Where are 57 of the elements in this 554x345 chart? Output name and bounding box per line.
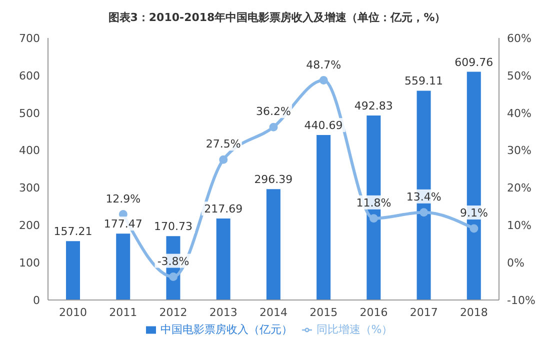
y-tick-label: 600 [19,69,40,82]
y2-tick-label: 0% [507,256,524,270]
y-tick-label: 700 [19,32,40,45]
data-label: 13.4% [406,190,442,204]
y-tick-label: 300 [19,182,40,195]
x-tick-label: 2012 [159,306,188,319]
data-label: 296.39 [254,173,293,186]
data-label: 9.1% [460,206,488,220]
data-label: 177.47 [104,218,142,231]
data-label: 170.73 [154,220,192,234]
y-tick-label: 100 [19,256,40,270]
y2-tick-label: -10% [507,294,536,307]
y-tick-label: 400 [19,144,40,158]
y-tick-label: 500 [19,106,40,120]
x-tick-label: 2015 [310,306,338,319]
data-label: 559.11 [404,74,444,88]
y2-tick-label: 20% [507,182,532,195]
point [269,122,278,132]
y2-tick-label: 50% [507,69,532,82]
x-tick-label: 2014 [260,306,288,319]
x-tick-label: 2017 [410,306,438,319]
data-label: 492.83 [354,100,393,113]
chart-title: 图表3：2010-2018年中国电影票房收入及增速（单位：亿元，%） [107,10,447,26]
point [219,155,228,164]
data-label: 157.21 [54,225,92,238]
data-label: 48.7% [306,58,342,72]
point [319,76,328,85]
y-tick-label: 200 [19,219,40,232]
x-tick-label: 2013 [209,306,238,319]
data-label: 27.5% [206,138,241,151]
data-label: 217.69 [204,202,243,216]
bar [116,234,130,300]
data-label: 609.76 [454,56,494,69]
data-label: 36.2% [256,105,291,118]
y2-tick-label: 10% [507,219,532,232]
bar [266,189,280,300]
x-tick-label: 2016 [360,306,388,319]
data-label: 11.8% [356,196,392,210]
legend-label: 中国电影票房收入（亿元） [160,323,292,336]
y2-tick-label: 60% [507,32,532,45]
y2-tick-label: 30% [507,144,532,158]
x-tick-label: 2010 [59,306,88,319]
data-label: 440.69 [304,119,343,132]
bar [316,135,331,300]
point [369,214,378,223]
point [470,224,478,233]
legend-label: 同比增速（%） [316,323,393,336]
y2-tick-label: 40% [507,106,532,120]
x-tick-label: 2018 [460,306,488,319]
bar [66,241,80,300]
data-label: 12.9% [106,192,141,206]
data-label: -3.8% [157,254,190,268]
point [169,272,178,282]
y-tick-label: 0 [33,294,40,307]
x-tick-label: 2011 [109,306,138,319]
bar [216,218,230,300]
point [420,208,428,217]
